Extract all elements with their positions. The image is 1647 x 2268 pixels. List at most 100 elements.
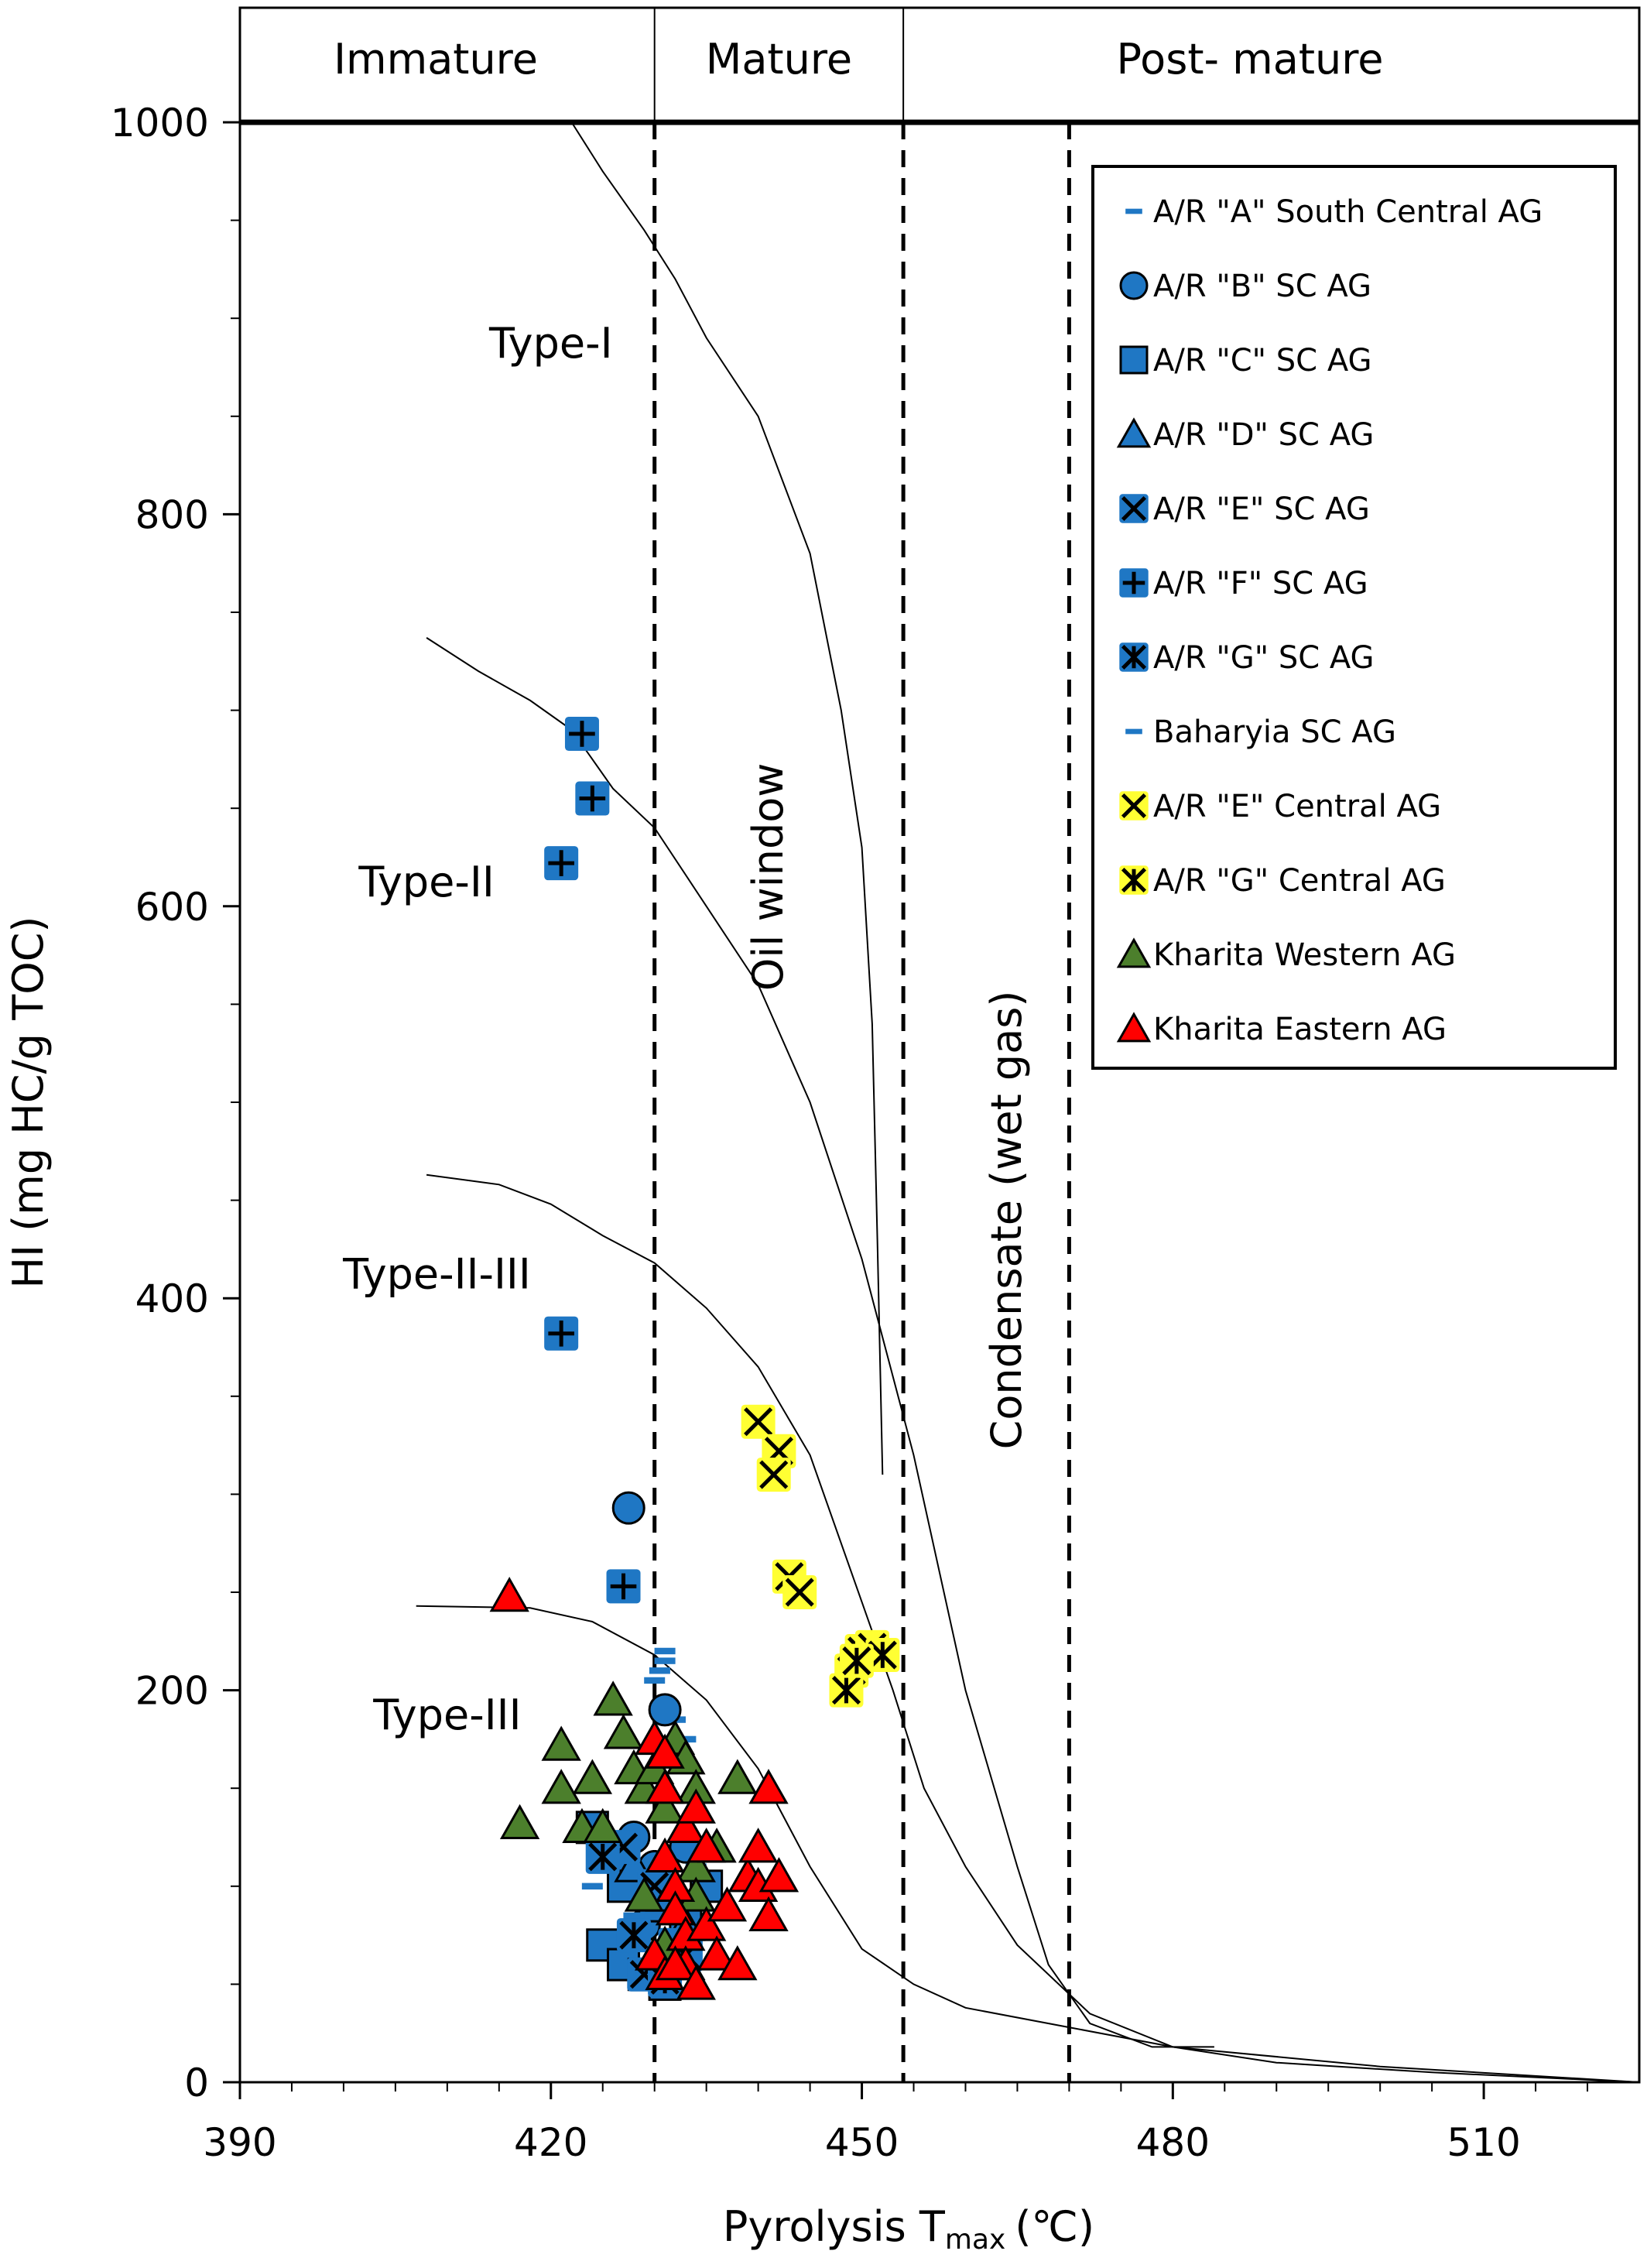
legend-label: A/R "E" SC AG <box>1153 492 1370 527</box>
data-point <box>585 1839 620 1874</box>
triangle-mark <box>655 1890 696 1926</box>
x-axis-title-unit: (℃) <box>1015 2202 1094 2251</box>
triangle-mark <box>676 1788 716 1824</box>
legend-label: A/R "B" SC AG <box>1153 269 1371 304</box>
dash-mark <box>581 1883 603 1889</box>
y-tick-label: 600 <box>135 885 209 930</box>
circle-mark <box>1119 271 1149 300</box>
triangle-mark <box>676 1965 716 2000</box>
triangle-mark <box>583 1807 623 1844</box>
legend-label: A/R "D" SC AG <box>1153 417 1374 453</box>
triangle-mark <box>697 1935 737 1971</box>
triangle-mark <box>748 1896 789 1931</box>
triangle-mark <box>686 1906 727 1941</box>
data-point <box>544 1316 579 1351</box>
zone-label-mature: Mature <box>706 35 852 84</box>
x-axis-title-main: Pyrolysis T <box>723 2202 946 2251</box>
data-point <box>564 716 599 751</box>
kerogen-curve-4 <box>416 1605 1640 2083</box>
cross-stroke <box>1121 793 1147 819</box>
data-point <box>616 1918 651 1953</box>
dash-mark <box>654 1657 676 1664</box>
legend-marker <box>1119 345 1149 375</box>
circle-mark <box>648 1693 682 1727</box>
x-tick-label: 450 <box>825 2120 899 2165</box>
circle-mark <box>611 1491 645 1525</box>
data-point <box>758 1857 800 1893</box>
data-point <box>717 1945 758 1981</box>
data-point <box>748 1769 789 1804</box>
y-tick-label: 400 <box>135 1276 209 1321</box>
legend-marker <box>1119 494 1149 523</box>
dash-mark <box>654 1647 676 1655</box>
kerogen-type-labels: Type-I Type-II Type-II-III Type-III <box>342 319 612 1739</box>
kerogen-curve-1 <box>570 122 884 1475</box>
y-tick-label: 200 <box>135 1669 209 1714</box>
triangle-mark <box>572 1759 613 1794</box>
triangle-mark <box>717 1945 758 1981</box>
legend-marker <box>1119 271 1149 300</box>
legend-marker <box>1125 208 1142 214</box>
data-point <box>666 1807 706 1844</box>
data-point <box>541 1725 581 1761</box>
data-point <box>782 1575 817 1609</box>
y-axis-title: HI (mg HC/g TOC) <box>4 916 53 1288</box>
x-tick-label: 420 <box>514 2120 587 2165</box>
triangle-mark <box>593 1680 633 1716</box>
data-point <box>581 1883 603 1889</box>
data-point <box>541 1769 581 1804</box>
legend-label: Baharyia SC AG <box>1153 714 1396 750</box>
data-point <box>593 1680 633 1716</box>
legend-marker <box>1116 937 1152 968</box>
data-point <box>839 1643 874 1678</box>
x-axis-title: Pyrolysis Tmax (℃) <box>723 2202 1094 2256</box>
data-point <box>544 846 579 881</box>
triangle-mark <box>738 1828 779 1863</box>
data-point <box>645 1837 685 1873</box>
triangle-mark <box>1116 1012 1152 1043</box>
triangle-mark <box>541 1769 581 1804</box>
data-point <box>741 1404 776 1439</box>
data-point <box>623 1912 645 1919</box>
data-point <box>648 1693 682 1727</box>
x-axis: 390 420 450 480 510 <box>203 2082 1589 2165</box>
triangle-mark <box>489 1577 529 1612</box>
type-label-ii: Type-II <box>358 858 494 906</box>
data-point <box>575 781 610 816</box>
x-axis-title-subscript: max <box>945 2224 1005 2256</box>
triangle-mark <box>758 1857 800 1893</box>
legend-label: A/R "A" South Central AG <box>1153 194 1543 230</box>
legend-marker <box>1116 417 1152 448</box>
y-tick-label: 1000 <box>111 101 209 146</box>
triangle-mark <box>655 1945 696 1981</box>
dash-mark <box>1125 728 1142 735</box>
data-point <box>686 1906 727 1941</box>
data-point <box>654 1657 676 1664</box>
legend: A/R "A" South Central AG A/R "B" SC AG A/R… <box>1091 165 1617 1070</box>
data-point <box>603 1714 644 1749</box>
data-point <box>697 1935 737 1971</box>
oil-window-label: Oil window <box>744 763 793 992</box>
legend-label: A/R "F" SC AG <box>1153 566 1368 601</box>
triangle-mark <box>645 1788 685 1824</box>
dash-mark <box>1125 208 1142 214</box>
dash-mark <box>649 1667 670 1674</box>
legend-label: Kharita Eastern AG <box>1153 1012 1447 1047</box>
cross-stroke <box>744 1407 773 1437</box>
square-mark <box>1119 345 1149 375</box>
data-point <box>676 1788 716 1824</box>
data-point <box>717 1759 758 1794</box>
triangle-mark <box>1116 417 1152 448</box>
legend-marker <box>1116 1012 1152 1043</box>
triangle-mark <box>707 1886 748 1922</box>
data-point <box>676 1965 716 2000</box>
zone-label-post-mature: Post- mature <box>1117 35 1384 84</box>
dash-mark <box>623 1912 645 1919</box>
triangle-mark <box>686 1828 727 1863</box>
triangle-mark <box>748 1769 789 1804</box>
data-point <box>624 1876 664 1912</box>
legend-label: A/R "C" SC AG <box>1153 343 1371 379</box>
data-point <box>644 1677 666 1684</box>
triangle-mark <box>645 1769 685 1804</box>
